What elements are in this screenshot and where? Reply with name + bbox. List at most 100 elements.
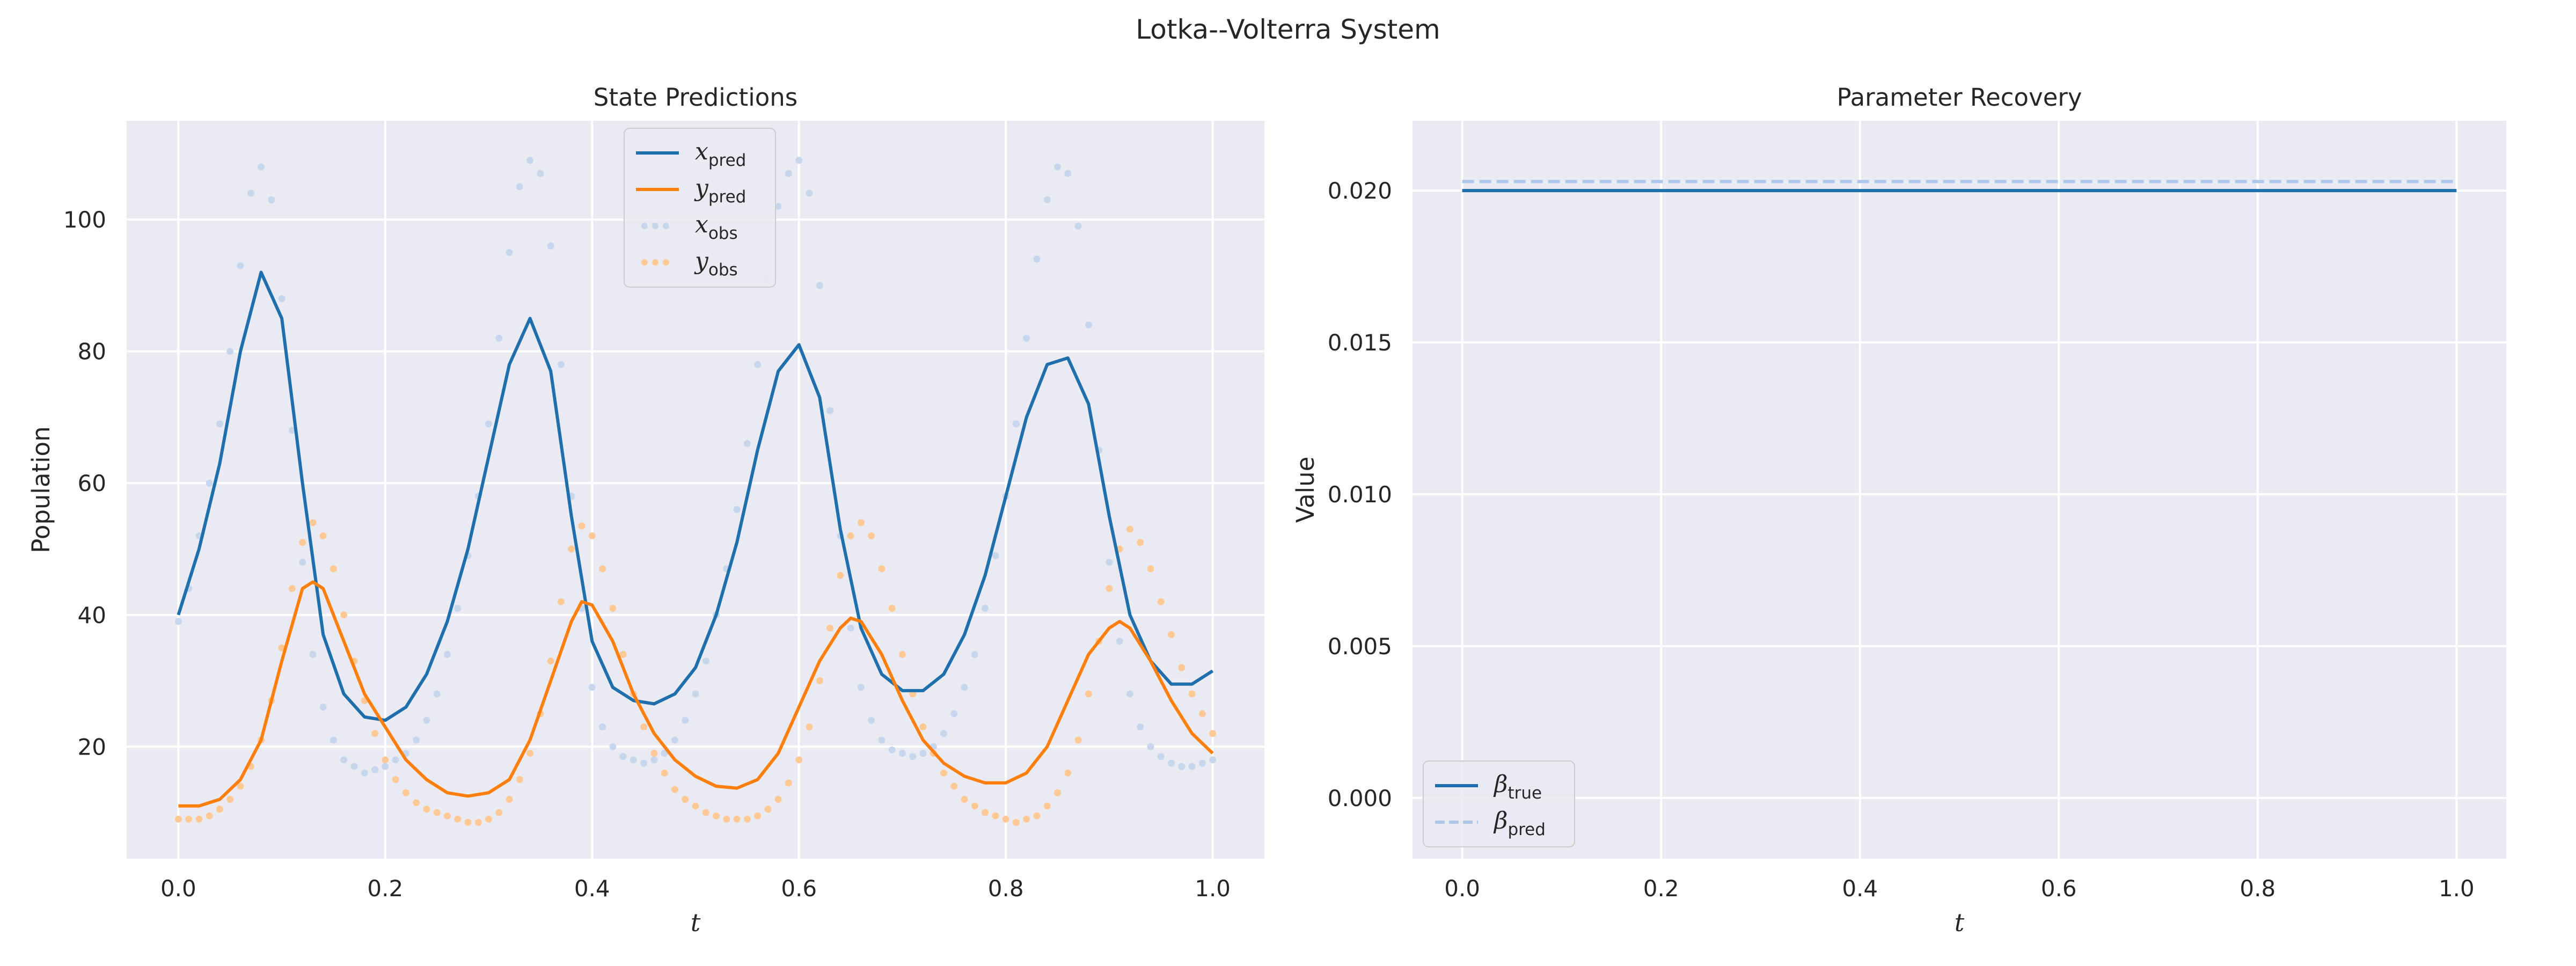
point-x-obs <box>847 624 854 632</box>
point-x-obs <box>898 750 906 757</box>
point-y-obs <box>774 796 782 803</box>
point-y-obs <box>950 782 958 790</box>
point-y-obs <box>526 750 534 757</box>
point-x-obs <box>733 506 741 513</box>
y-axis-label: Value <box>1291 457 1320 523</box>
point-x-obs <box>1023 334 1030 342</box>
point-x-obs <box>485 420 493 428</box>
point-y-obs <box>650 750 658 757</box>
y-tick-label: 60 <box>78 470 106 496</box>
point-y-obs <box>464 818 472 826</box>
legend-marker-x-obs <box>663 223 669 229</box>
point-y-obs <box>474 818 482 826</box>
point-y-obs <box>216 806 223 813</box>
point-x-obs <box>454 604 462 612</box>
point-x-obs <box>1012 420 1020 428</box>
legend-box <box>1423 760 1575 847</box>
panel-state-predictions: 0.0 0.2 0.4 0.6 0.8 1.0 20 40 60 80 100 State Predi… <box>27 83 1264 937</box>
point-x-obs <box>682 716 689 724</box>
point-y-obs <box>237 782 244 790</box>
point-x-obs <box>278 295 286 302</box>
y-axis-label: Population <box>27 426 55 553</box>
point-y-obs <box>837 572 844 579</box>
point-x-obs <box>309 650 317 658</box>
point-x-obs <box>516 183 523 191</box>
legend-label-y-pred: ypred <box>694 174 746 207</box>
point-y-obs <box>785 779 792 787</box>
point-x-obs <box>319 704 327 711</box>
point-y-obs <box>806 723 813 730</box>
point-y-obs <box>878 565 885 573</box>
x-tick-label: 0.4 <box>574 875 610 902</box>
point-x-obs <box>868 716 875 724</box>
point-y-obs <box>1209 730 1217 737</box>
point-y-obs <box>743 815 751 823</box>
point-y-obs <box>309 519 317 526</box>
point-y-obs <box>454 815 462 823</box>
point-x-obs <box>557 361 565 368</box>
point-x-obs <box>1116 638 1123 645</box>
point-y-obs <box>702 809 709 816</box>
point-x-obs <box>299 559 306 566</box>
point-x-obs <box>1043 196 1051 203</box>
y-tick-label: 0.020 <box>1328 178 1392 204</box>
point-y-obs <box>826 624 834 632</box>
point-x-obs <box>1064 170 1072 177</box>
point-y-obs <box>723 815 730 823</box>
point-x-obs <box>423 716 430 724</box>
point-x-obs <box>1085 321 1092 329</box>
x-tick-label: 0.0 <box>160 875 196 902</box>
x-axis-label: t <box>1955 908 1965 937</box>
point-x-obs <box>640 759 648 767</box>
point-y-obs <box>795 756 803 764</box>
point-x-obs <box>961 684 968 691</box>
x-tick-label: 0.6 <box>781 875 817 902</box>
point-y-obs <box>1147 565 1154 573</box>
point-y-obs <box>619 650 627 658</box>
point-y-obs <box>557 598 565 605</box>
point-x-obs <box>443 650 451 658</box>
figure-suptitle: Lotka--Volterra System <box>1136 14 1440 45</box>
point-y-obs <box>195 815 203 823</box>
point-x-obs <box>692 690 699 698</box>
point-y-obs <box>288 585 296 592</box>
point-x-obs <box>888 746 896 753</box>
point-x-obs <box>619 753 627 760</box>
x-tick-label: 0.2 <box>367 875 403 902</box>
point-x-obs <box>1074 222 1082 230</box>
point-y-obs <box>588 532 596 539</box>
point-y-obs <box>1178 664 1185 671</box>
point-x-obs <box>340 756 348 764</box>
point-x-obs <box>226 348 234 355</box>
x-tick-label: 0.8 <box>2240 875 2275 902</box>
x-tick-label: 1.0 <box>2439 875 2475 902</box>
point-x-obs <box>1188 763 1196 770</box>
point-x-obs <box>330 736 337 744</box>
series-line-y-pred <box>178 580 1214 808</box>
point-x-obs <box>588 684 596 691</box>
point-x-obs <box>1178 763 1185 770</box>
point-y-obs <box>1054 789 1062 796</box>
point-x-obs <box>950 710 958 718</box>
point-x-obs <box>1168 759 1175 767</box>
point-y-obs <box>982 809 989 816</box>
point-y-obs <box>443 812 451 819</box>
point-y-obs <box>319 532 327 539</box>
point-y-obs <box>1064 769 1072 777</box>
x-tick-label: 0.6 <box>2041 875 2077 902</box>
point-y-obs <box>174 815 182 823</box>
point-y-obs <box>1043 802 1051 810</box>
point-y-obs <box>1023 815 1030 823</box>
point-x-obs <box>992 552 999 559</box>
point-x-obs <box>382 763 389 770</box>
point-x-obs <box>361 769 368 777</box>
point-x-obs <box>537 170 544 177</box>
point-y-obs <box>868 532 875 539</box>
x-tick-label: 0.4 <box>1842 875 1878 902</box>
point-x-obs <box>971 650 978 658</box>
panel-parameter-recovery: 0.0 0.2 0.4 0.6 0.8 1.0 0.000 0.005 0.010 0.015 0.… <box>1291 83 2506 937</box>
point-x-obs <box>774 203 782 210</box>
point-y-obs <box>547 657 554 665</box>
legend-label-x-pred: xpred <box>695 138 746 170</box>
